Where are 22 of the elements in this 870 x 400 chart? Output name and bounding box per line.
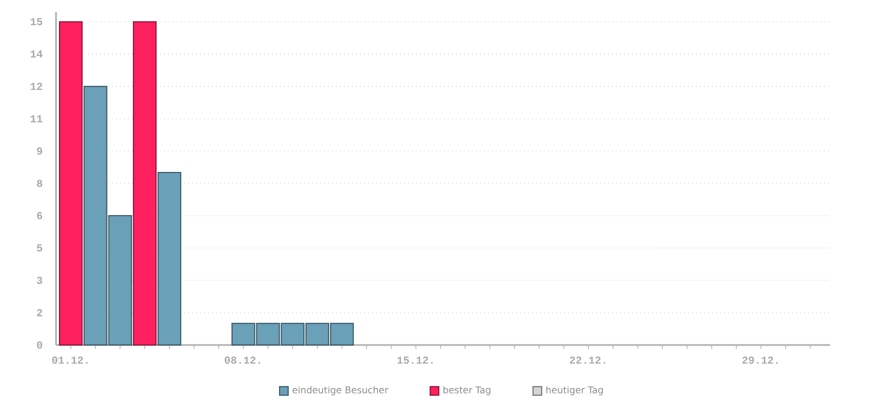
- x-tick-label: 22.12.: [570, 356, 606, 364]
- y-tick-label: 6: [37, 212, 42, 220]
- bar: [58, 21, 83, 346]
- legend-label: bester Tag: [443, 386, 490, 396]
- x-tick-label: 01.12.: [52, 356, 88, 364]
- x-tick-label: 29.12.: [742, 356, 778, 364]
- y-tick-label: 15: [30, 18, 42, 26]
- y-tick-label: 8: [36, 180, 42, 187]
- y-tick-label: 2: [37, 309, 42, 316]
- legend-label: eindeutige Besucher: [292, 386, 388, 396]
- y-tick-label: 3: [36, 276, 42, 284]
- x-tick-label: 08.12.: [224, 356, 260, 364]
- y-tick-label: 5: [36, 244, 42, 252]
- y-tick-label: 14: [30, 50, 42, 58]
- legend-label: heutiger Tag: [546, 386, 603, 396]
- y-tick-label: 0: [36, 341, 42, 349]
- y-tick-label: 9: [36, 147, 42, 155]
- x-tick-label: 15.12.: [397, 356, 433, 364]
- y-tick-label: 12: [30, 82, 42, 90]
- bar: [132, 21, 157, 346]
- bar: [158, 172, 182, 346]
- y-tick-label: 11: [30, 115, 42, 122]
